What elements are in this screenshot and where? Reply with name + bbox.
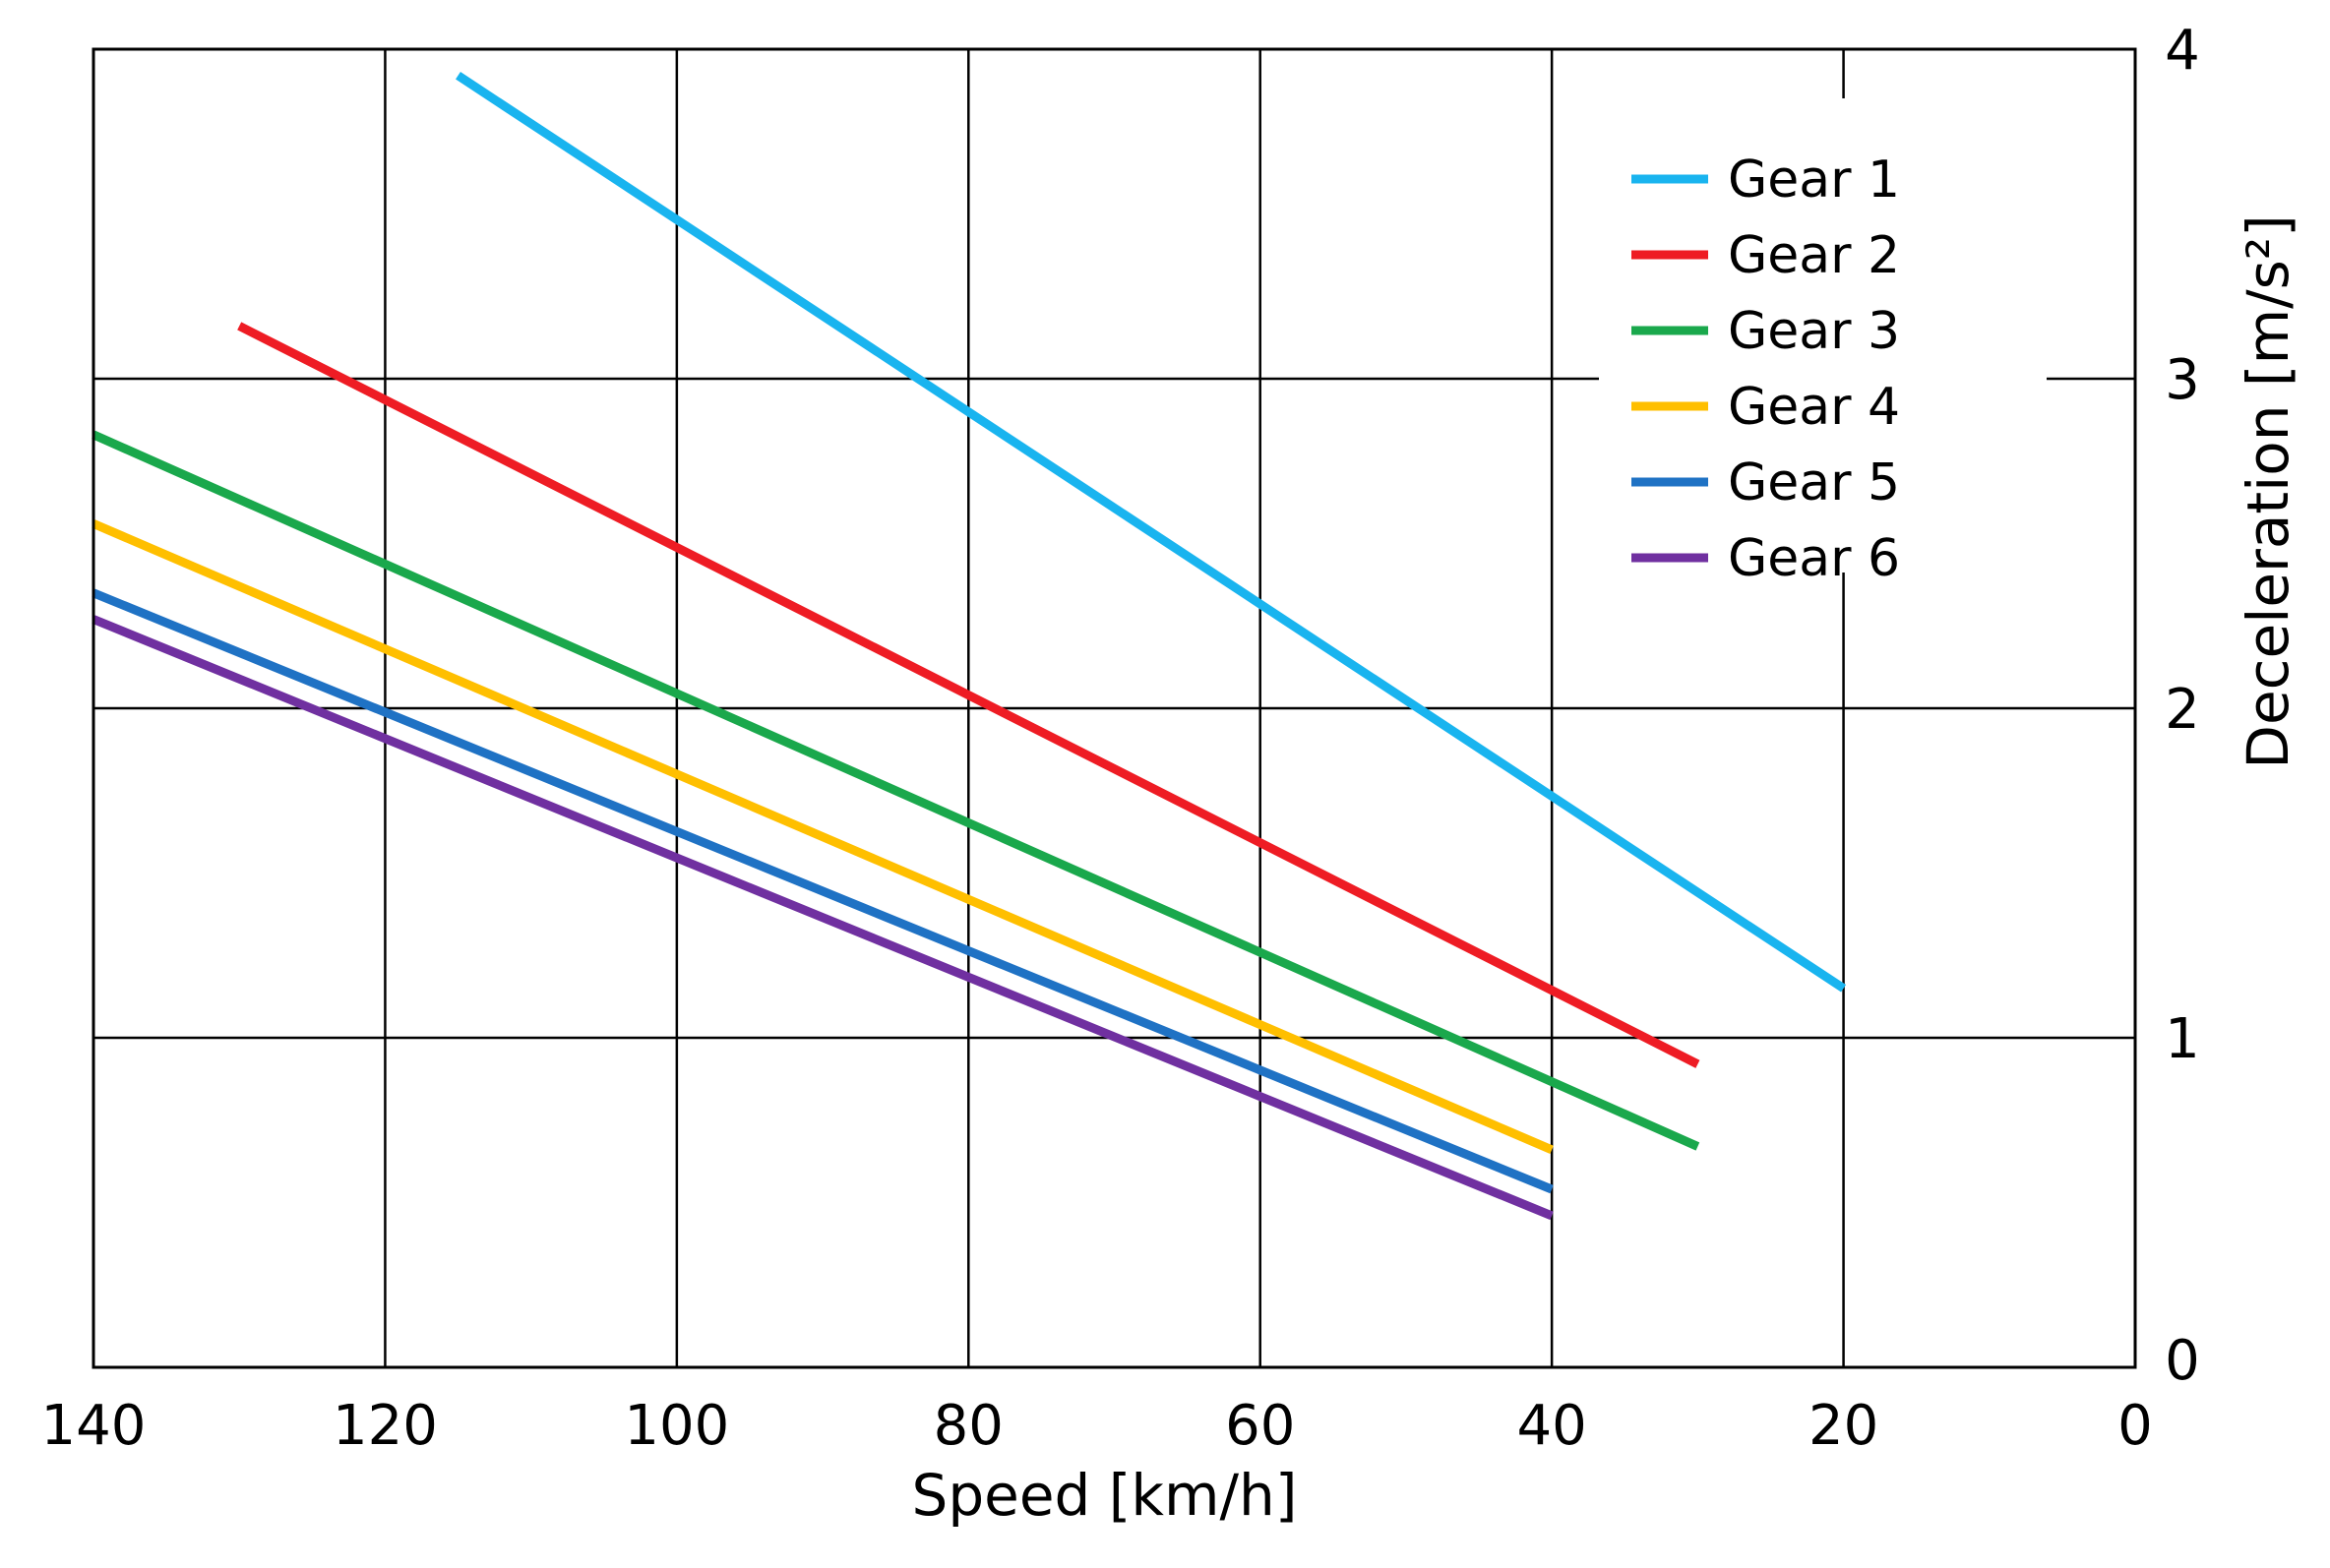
legend-label-gear-6: Gear 6 [1728, 529, 1900, 588]
y-axis-title: Deceleration [m/s²] [2235, 214, 2301, 768]
x-tick-label: 60 [1225, 1394, 1295, 1458]
x-tick-label: 120 [333, 1394, 438, 1458]
legend-label-gear-3: Gear 3 [1728, 302, 1900, 361]
x-tick-label: 0 [2117, 1394, 2153, 1458]
x-tick-label: 80 [934, 1394, 1004, 1458]
y-tick-label: 4 [2165, 19, 2200, 83]
series-line-gear-5 [92, 588, 1554, 1194]
y-tick-labels: 0 1 2 3 4 [2165, 19, 2200, 1393]
y-tick-label: 3 [2165, 348, 2200, 412]
plot-frame [92, 47, 2137, 1369]
legend: Gear 1 Gear 2 Gear 3 Gear 4 Gear 5 Gear 6 [1631, 151, 1900, 588]
x-tick-labels: 140 120 100 80 60 40 20 0 [41, 1394, 2153, 1458]
x-tick-label: 20 [1809, 1394, 1878, 1458]
series-group [92, 72, 1847, 1221]
series-line-gear-4 [92, 519, 1554, 1155]
legend-label-gear-1: Gear 1 [1728, 151, 1900, 210]
legend-label-gear-4: Gear 4 [1728, 378, 1900, 437]
y-tick-label: 2 [2165, 678, 2200, 742]
legend-label-gear-5: Gear 5 [1728, 453, 1900, 513]
x-tick-label: 40 [1517, 1394, 1587, 1458]
x-tick-label: 140 [41, 1394, 147, 1458]
legend-label-gear-2: Gear 2 [1728, 226, 1900, 285]
series-line-gear-6 [92, 615, 1554, 1221]
y-tick-label: 0 [2165, 1329, 2200, 1393]
series-line-gear-2 [237, 322, 1700, 1068]
y-tick-label: 1 [2165, 1007, 2200, 1071]
x-axis-title: Speed [km/h] [912, 1462, 1298, 1529]
series-line-gear-3 [92, 430, 1700, 1151]
series-line-gear-1 [456, 72, 1847, 993]
x-tick-label: 100 [624, 1394, 729, 1458]
